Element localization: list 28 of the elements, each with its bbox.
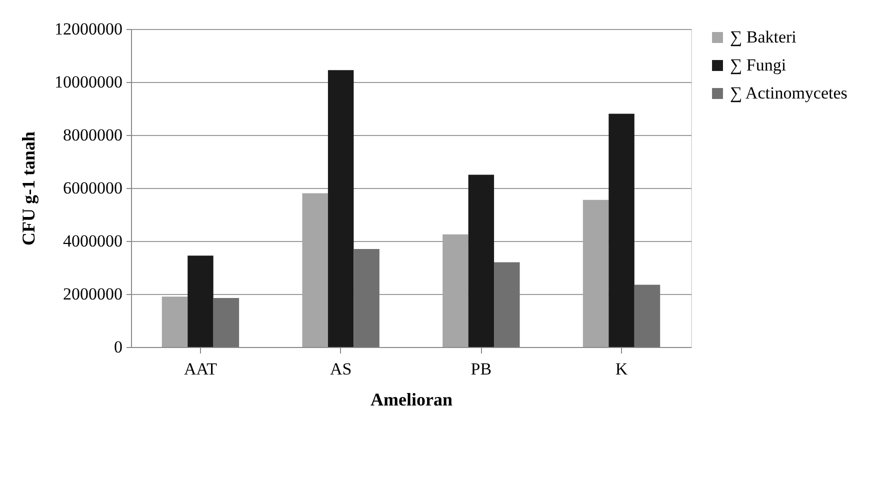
bar: [328, 70, 354, 347]
x-tick-label: AAT: [184, 360, 218, 378]
bar: [442, 234, 468, 347]
bar: [188, 256, 214, 347]
legend-label: ∑ Bakteri: [730, 28, 797, 46]
bar: [634, 284, 660, 347]
bar: [213, 298, 240, 347]
bar: [468, 174, 494, 347]
y-tick-label: 0: [114, 338, 122, 356]
y-tick-label: 6000000: [63, 178, 122, 198]
y-tick-label: 8000000: [63, 126, 122, 144]
y-tick-label: 12000000: [54, 20, 122, 38]
bar: [582, 200, 609, 347]
y-tick-label: 4000000: [63, 232, 122, 250]
x-axis-title: Amelioran: [370, 390, 452, 410]
bar: [302, 193, 328, 347]
bar: [354, 248, 380, 347]
bar: [162, 296, 188, 347]
bar: [608, 114, 634, 347]
x-tick-label: AS: [330, 360, 352, 378]
legend-label: ∑ Fungi: [730, 56, 786, 74]
x-tick-label: K: [615, 360, 628, 378]
y-tick-label: 2000000: [63, 284, 122, 304]
y-tick-label: 10000000: [54, 72, 122, 92]
x-tick-label: PB: [470, 360, 492, 378]
legend-label: ∑ Actinomycetes: [730, 84, 848, 102]
y-axis-title: CFU g-1 tanah: [18, 131, 38, 246]
bar: [494, 262, 520, 347]
